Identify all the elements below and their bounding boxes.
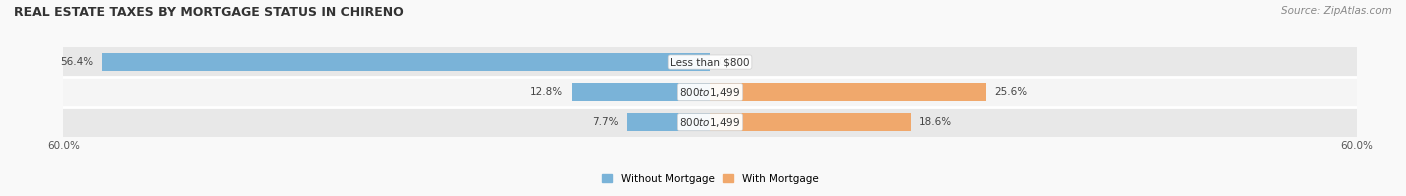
- Text: Source: ZipAtlas.com: Source: ZipAtlas.com: [1281, 6, 1392, 16]
- Bar: [63, 107, 1357, 137]
- Bar: [63, 47, 1357, 77]
- Text: 12.8%: 12.8%: [530, 87, 564, 97]
- Text: $800 to $1,499: $800 to $1,499: [679, 86, 741, 99]
- Text: 7.7%: 7.7%: [592, 117, 619, 127]
- Text: 0.0%: 0.0%: [718, 57, 745, 67]
- Text: REAL ESTATE TAXES BY MORTGAGE STATUS IN CHIRENO: REAL ESTATE TAXES BY MORTGAGE STATUS IN …: [14, 6, 404, 19]
- Legend: Without Mortgage, With Mortgage: Without Mortgage, With Mortgage: [598, 170, 823, 188]
- Bar: [710, 113, 911, 132]
- Text: 56.4%: 56.4%: [60, 57, 93, 67]
- Text: Less than $800: Less than $800: [671, 57, 749, 67]
- Text: $800 to $1,499: $800 to $1,499: [679, 116, 741, 129]
- Bar: [103, 53, 710, 71]
- Text: 25.6%: 25.6%: [994, 87, 1028, 97]
- Bar: [63, 77, 1357, 107]
- Text: 18.6%: 18.6%: [920, 117, 952, 127]
- Bar: [710, 83, 986, 102]
- Bar: [627, 113, 710, 132]
- Bar: [572, 83, 710, 102]
